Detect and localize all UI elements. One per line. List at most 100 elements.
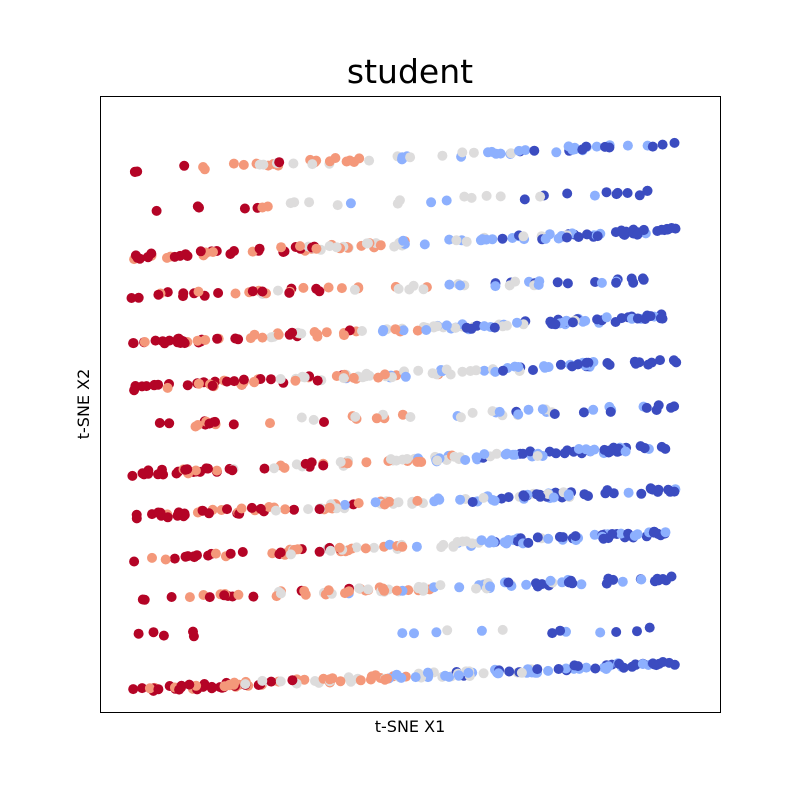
scatter-point — [192, 335, 203, 346]
scatter-point — [224, 679, 235, 690]
scatter-point — [321, 327, 332, 338]
scatter-point — [180, 249, 191, 260]
scatter-point — [275, 374, 286, 384]
scatter-point — [189, 552, 200, 563]
scatter-point — [637, 659, 648, 669]
scatter-point — [476, 535, 487, 546]
scatter-point — [255, 503, 266, 514]
scatter-point — [497, 233, 508, 244]
scatter-point — [545, 575, 556, 586]
scatter-point — [290, 375, 301, 386]
scatter-point — [611, 277, 622, 288]
scatter-point — [610, 317, 621, 327]
scatter-point — [257, 286, 268, 297]
scatter-point — [504, 280, 515, 291]
scatter-point — [369, 542, 379, 553]
scatter-point — [418, 585, 429, 596]
scatter-point — [350, 411, 361, 422]
scatter-point — [240, 679, 251, 690]
scatter-point — [325, 545, 336, 556]
scatter-point — [455, 412, 466, 423]
scatter-point — [203, 463, 213, 474]
scatter-point — [398, 235, 409, 246]
scatter-point — [516, 667, 527, 678]
scatter-point — [486, 146, 497, 157]
scatter-point — [207, 380, 218, 391]
scatter-point — [523, 537, 534, 548]
scatter-point — [382, 673, 393, 684]
scatter-point — [457, 366, 468, 377]
scatter-point — [501, 538, 512, 549]
scatter-point — [471, 365, 482, 376]
scatter-point — [128, 684, 139, 695]
scatter-point — [259, 463, 270, 474]
scatter-point — [603, 573, 614, 584]
scatter-point — [405, 412, 416, 422]
scatter-point — [257, 202, 268, 213]
scatter-point — [190, 465, 201, 476]
scatter-point — [270, 505, 281, 516]
scatter-point — [523, 404, 534, 415]
scatter-point — [412, 495, 423, 506]
scatter-point — [279, 462, 290, 473]
scatter-point — [379, 499, 390, 510]
scatter-point — [638, 225, 649, 236]
scatter-point — [581, 357, 592, 368]
scatter-point — [331, 242, 342, 253]
scatter-point — [213, 288, 224, 298]
scatter-point — [393, 497, 404, 508]
scatter-point — [314, 286, 325, 297]
scatter-point — [428, 321, 439, 332]
scatter-point — [432, 455, 443, 466]
scatter-points — [126, 137, 682, 696]
scatter-point — [199, 164, 210, 175]
scatter-point — [642, 185, 653, 196]
scatter-point — [578, 407, 589, 418]
scatter-point — [521, 579, 532, 590]
scatter-point — [137, 594, 148, 605]
scatter-point — [561, 663, 571, 674]
scatter-point — [599, 444, 610, 455]
scatter-point — [169, 553, 180, 564]
scatter-point — [532, 532, 543, 543]
scatter-point — [551, 147, 562, 158]
scatter-point — [503, 577, 514, 588]
scatter-point — [660, 527, 671, 538]
scatter-point — [151, 205, 162, 216]
scatter-point — [479, 365, 490, 376]
scatter-point — [596, 277, 607, 288]
scatter-point — [652, 486, 663, 497]
scatter-point — [284, 287, 295, 298]
scatter-point — [595, 627, 606, 638]
scatter-point — [495, 148, 506, 159]
scatter-point — [562, 278, 573, 289]
scatter-point — [275, 588, 286, 599]
scatter-point — [561, 232, 572, 243]
scatter-point — [489, 322, 500, 333]
scatter-point — [378, 325, 389, 335]
scatter-point — [178, 288, 189, 299]
scatter-point — [471, 583, 481, 594]
scatter-point — [266, 676, 277, 687]
scatter-point — [397, 154, 407, 165]
scatter-point — [468, 147, 479, 158]
scatter-point — [549, 409, 560, 419]
scatter-point — [247, 286, 258, 297]
scatter-point — [504, 666, 515, 677]
scatter-point — [427, 368, 438, 379]
scatter-point — [129, 556, 140, 567]
scatter-point — [552, 277, 563, 288]
scatter-point — [630, 659, 641, 670]
scatter-point — [449, 451, 460, 462]
scatter-point — [630, 358, 641, 369]
scatter-point — [436, 542, 447, 553]
scatter-point — [174, 684, 185, 695]
scatter-point — [529, 145, 540, 156]
scatter-point — [184, 592, 195, 603]
scatter-point — [360, 543, 371, 554]
scatter-point — [559, 448, 570, 459]
scatter-point — [605, 406, 616, 417]
scatter-point — [589, 529, 600, 540]
scatter-point — [408, 280, 419, 291]
scatter-point — [318, 460, 329, 471]
